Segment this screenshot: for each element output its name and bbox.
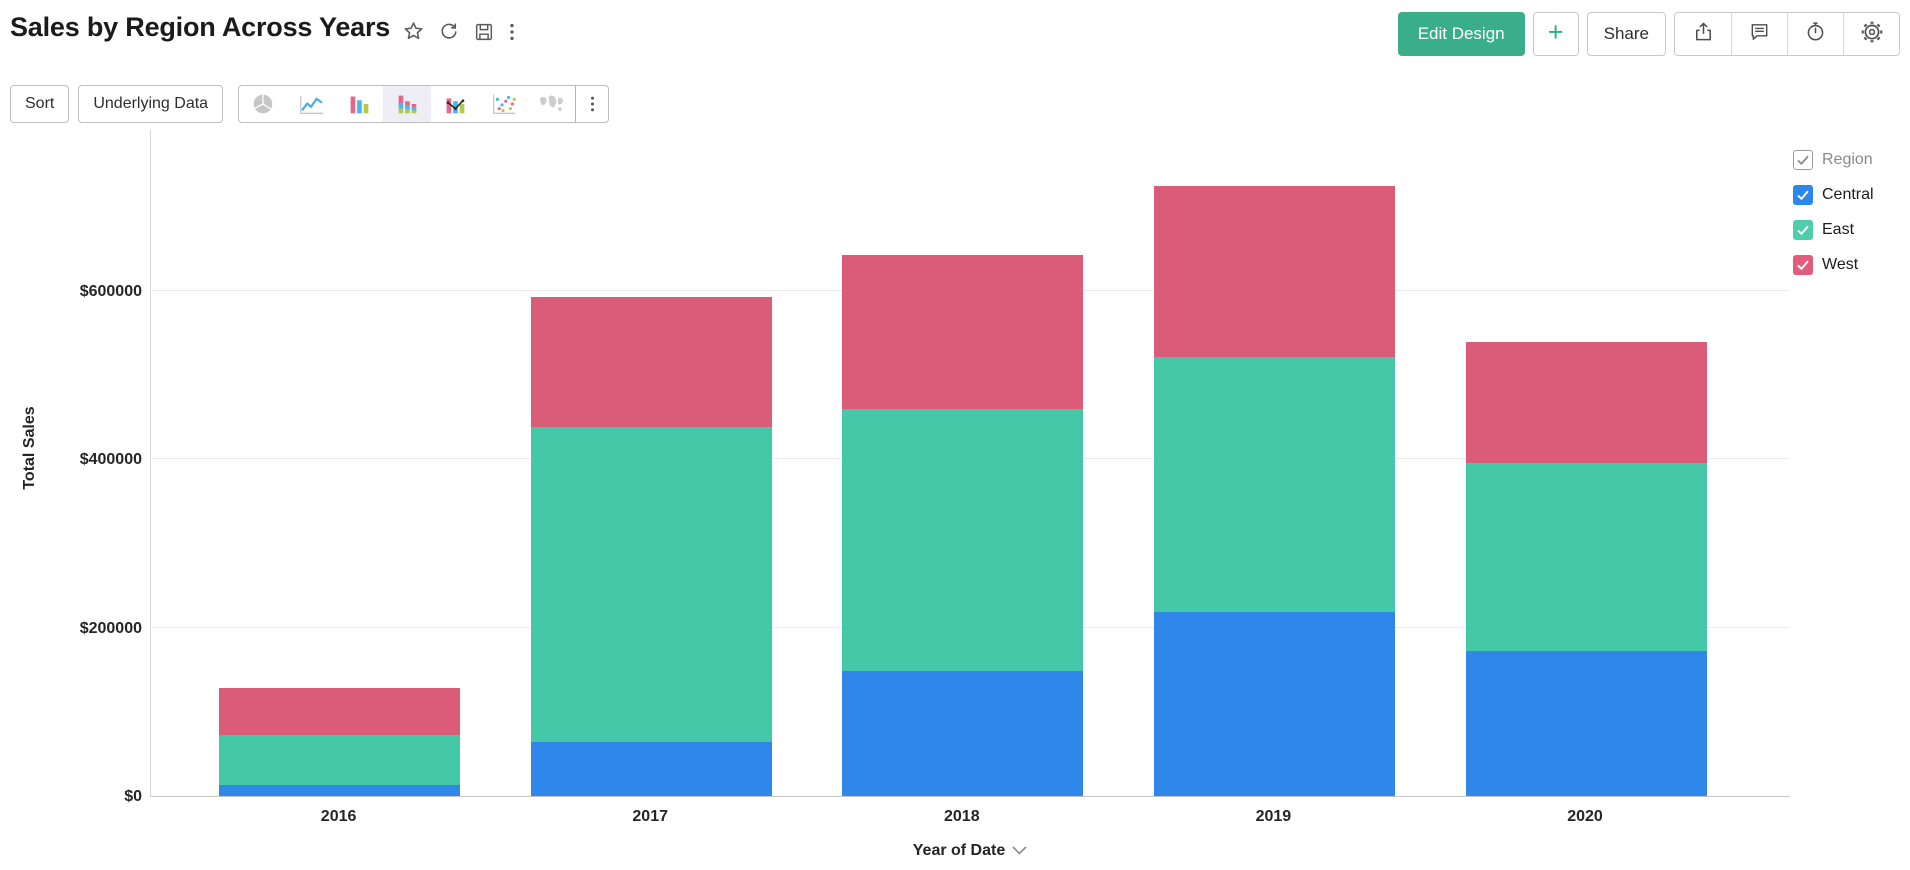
y-tick-label: $0 [124, 788, 142, 805]
legend-item-central[interactable]: Central [1793, 185, 1874, 205]
toolbar-separator [575, 86, 577, 122]
export-button[interactable] [1675, 13, 1731, 55]
settings-button[interactable] [1843, 13, 1899, 55]
legend-label: West [1822, 256, 1859, 273]
chart-legend: Region Central East West [1793, 150, 1874, 290]
comment-button[interactable] [1731, 13, 1787, 55]
header-actions: Edit Design + Share [1397, 12, 1900, 56]
chart-type-pie-icon[interactable] [239, 86, 287, 122]
bar-segment-central-2019[interactable] [1153, 611, 1395, 796]
bar-segment-central-2016[interactable] [219, 785, 461, 796]
bar-segment-west-2018[interactable] [842, 255, 1084, 409]
x-axis-title: Year of Date [912, 842, 1006, 859]
x-tick-label-2019: 2019 [1255, 808, 1292, 825]
y-axis-tick-labels: $0 $200000 $400000 $600000 [0, 130, 142, 805]
bar-segment-east-2017[interactable] [530, 427, 772, 743]
bar-segment-west-2020[interactable] [1465, 342, 1707, 464]
add-button[interactable]: + [1532, 12, 1579, 56]
chart-type-bar-icon[interactable] [335, 86, 383, 122]
legend-title-row[interactable]: Region [1793, 150, 1874, 170]
share-button[interactable]: Share [1586, 12, 1666, 56]
comment-icon [1748, 20, 1771, 48]
stacked-bar-2018 [842, 255, 1084, 796]
alarm-button[interactable] [1787, 13, 1843, 55]
bar-segment-central-2018[interactable] [842, 670, 1084, 796]
chart-type-more-button[interactable] [576, 86, 608, 122]
refresh-icon[interactable] [438, 21, 460, 43]
legend-checkbox-west[interactable] [1793, 255, 1813, 275]
x-tick-label-2017: 2017 [632, 808, 668, 825]
title-icon-cluster [402, 20, 516, 43]
legend-title-checkbox[interactable] [1793, 150, 1813, 170]
bar-segment-east-2018[interactable] [842, 408, 1084, 671]
icon-button-group [1674, 12, 1900, 56]
stacked-bar-2016 [219, 688, 461, 796]
bar-segment-east-2016[interactable] [219, 735, 461, 786]
bar-segment-central-2017[interactable] [530, 742, 772, 796]
chart-type-map-icon[interactable] [527, 86, 575, 122]
save-icon[interactable] [473, 21, 495, 43]
chart-type-switcher [238, 85, 610, 123]
chart-type-line-icon[interactable] [287, 86, 335, 122]
plot-area [150, 130, 1790, 797]
legend-item-west[interactable]: West [1793, 255, 1874, 275]
bar-segment-west-2017[interactable] [530, 296, 772, 428]
bar-segment-central-2020[interactable] [1465, 651, 1707, 796]
stacked-bar-2019 [1153, 186, 1395, 796]
stacked-bar-2020 [1465, 342, 1707, 796]
bar-segment-west-2019[interactable] [1153, 186, 1395, 358]
x-tick-label-2020: 2020 [1567, 808, 1603, 825]
legend-title: Region [1822, 151, 1873, 168]
sort-button[interactable]: Sort [10, 85, 70, 123]
legend-label: East [1822, 221, 1855, 238]
y-tick-label: $400000 [79, 451, 142, 469]
export-icon [1692, 20, 1715, 48]
underlying-data-button[interactable]: Underlying Data [78, 85, 224, 123]
x-tick-label-2018: 2018 [944, 808, 980, 825]
x-axis-tick-labels: 2016 2017 2018 2019 2020 [150, 808, 1790, 830]
page-title: Sales by Region Across Years [10, 12, 391, 42]
y-tick-label: $600000 [79, 282, 142, 300]
bar-segment-east-2019[interactable] [1153, 357, 1395, 612]
bar-segment-east-2020[interactable] [1465, 463, 1707, 652]
chevron-down-icon [1012, 842, 1027, 860]
chart-type-scatter-icon[interactable] [479, 86, 527, 122]
legend-label: Central [1822, 186, 1874, 203]
legend-checkbox-central[interactable] [1793, 185, 1813, 205]
stacked-bar-2017 [530, 296, 772, 796]
bar-segment-west-2016[interactable] [219, 688, 461, 736]
y-tick-label: $200000 [79, 619, 142, 637]
settings-gear-icon [1860, 20, 1884, 49]
x-axis-field-selector[interactable]: Year of Date [150, 842, 1790, 860]
alarm-icon [1804, 20, 1827, 48]
legend-checkbox-east[interactable] [1793, 220, 1813, 240]
edit-design-button[interactable]: Edit Design [1397, 12, 1525, 56]
chart-type-combo-icon[interactable] [431, 86, 479, 122]
favorite-star-icon[interactable] [402, 20, 425, 43]
more-vertical-icon[interactable] [508, 21, 516, 43]
legend-item-east[interactable]: East [1793, 220, 1874, 240]
chart-type-stacked-bar-icon[interactable] [383, 86, 432, 122]
x-tick-label-2016: 2016 [320, 808, 357, 825]
chart-toolbar: Sort Underlying Data [10, 85, 610, 123]
